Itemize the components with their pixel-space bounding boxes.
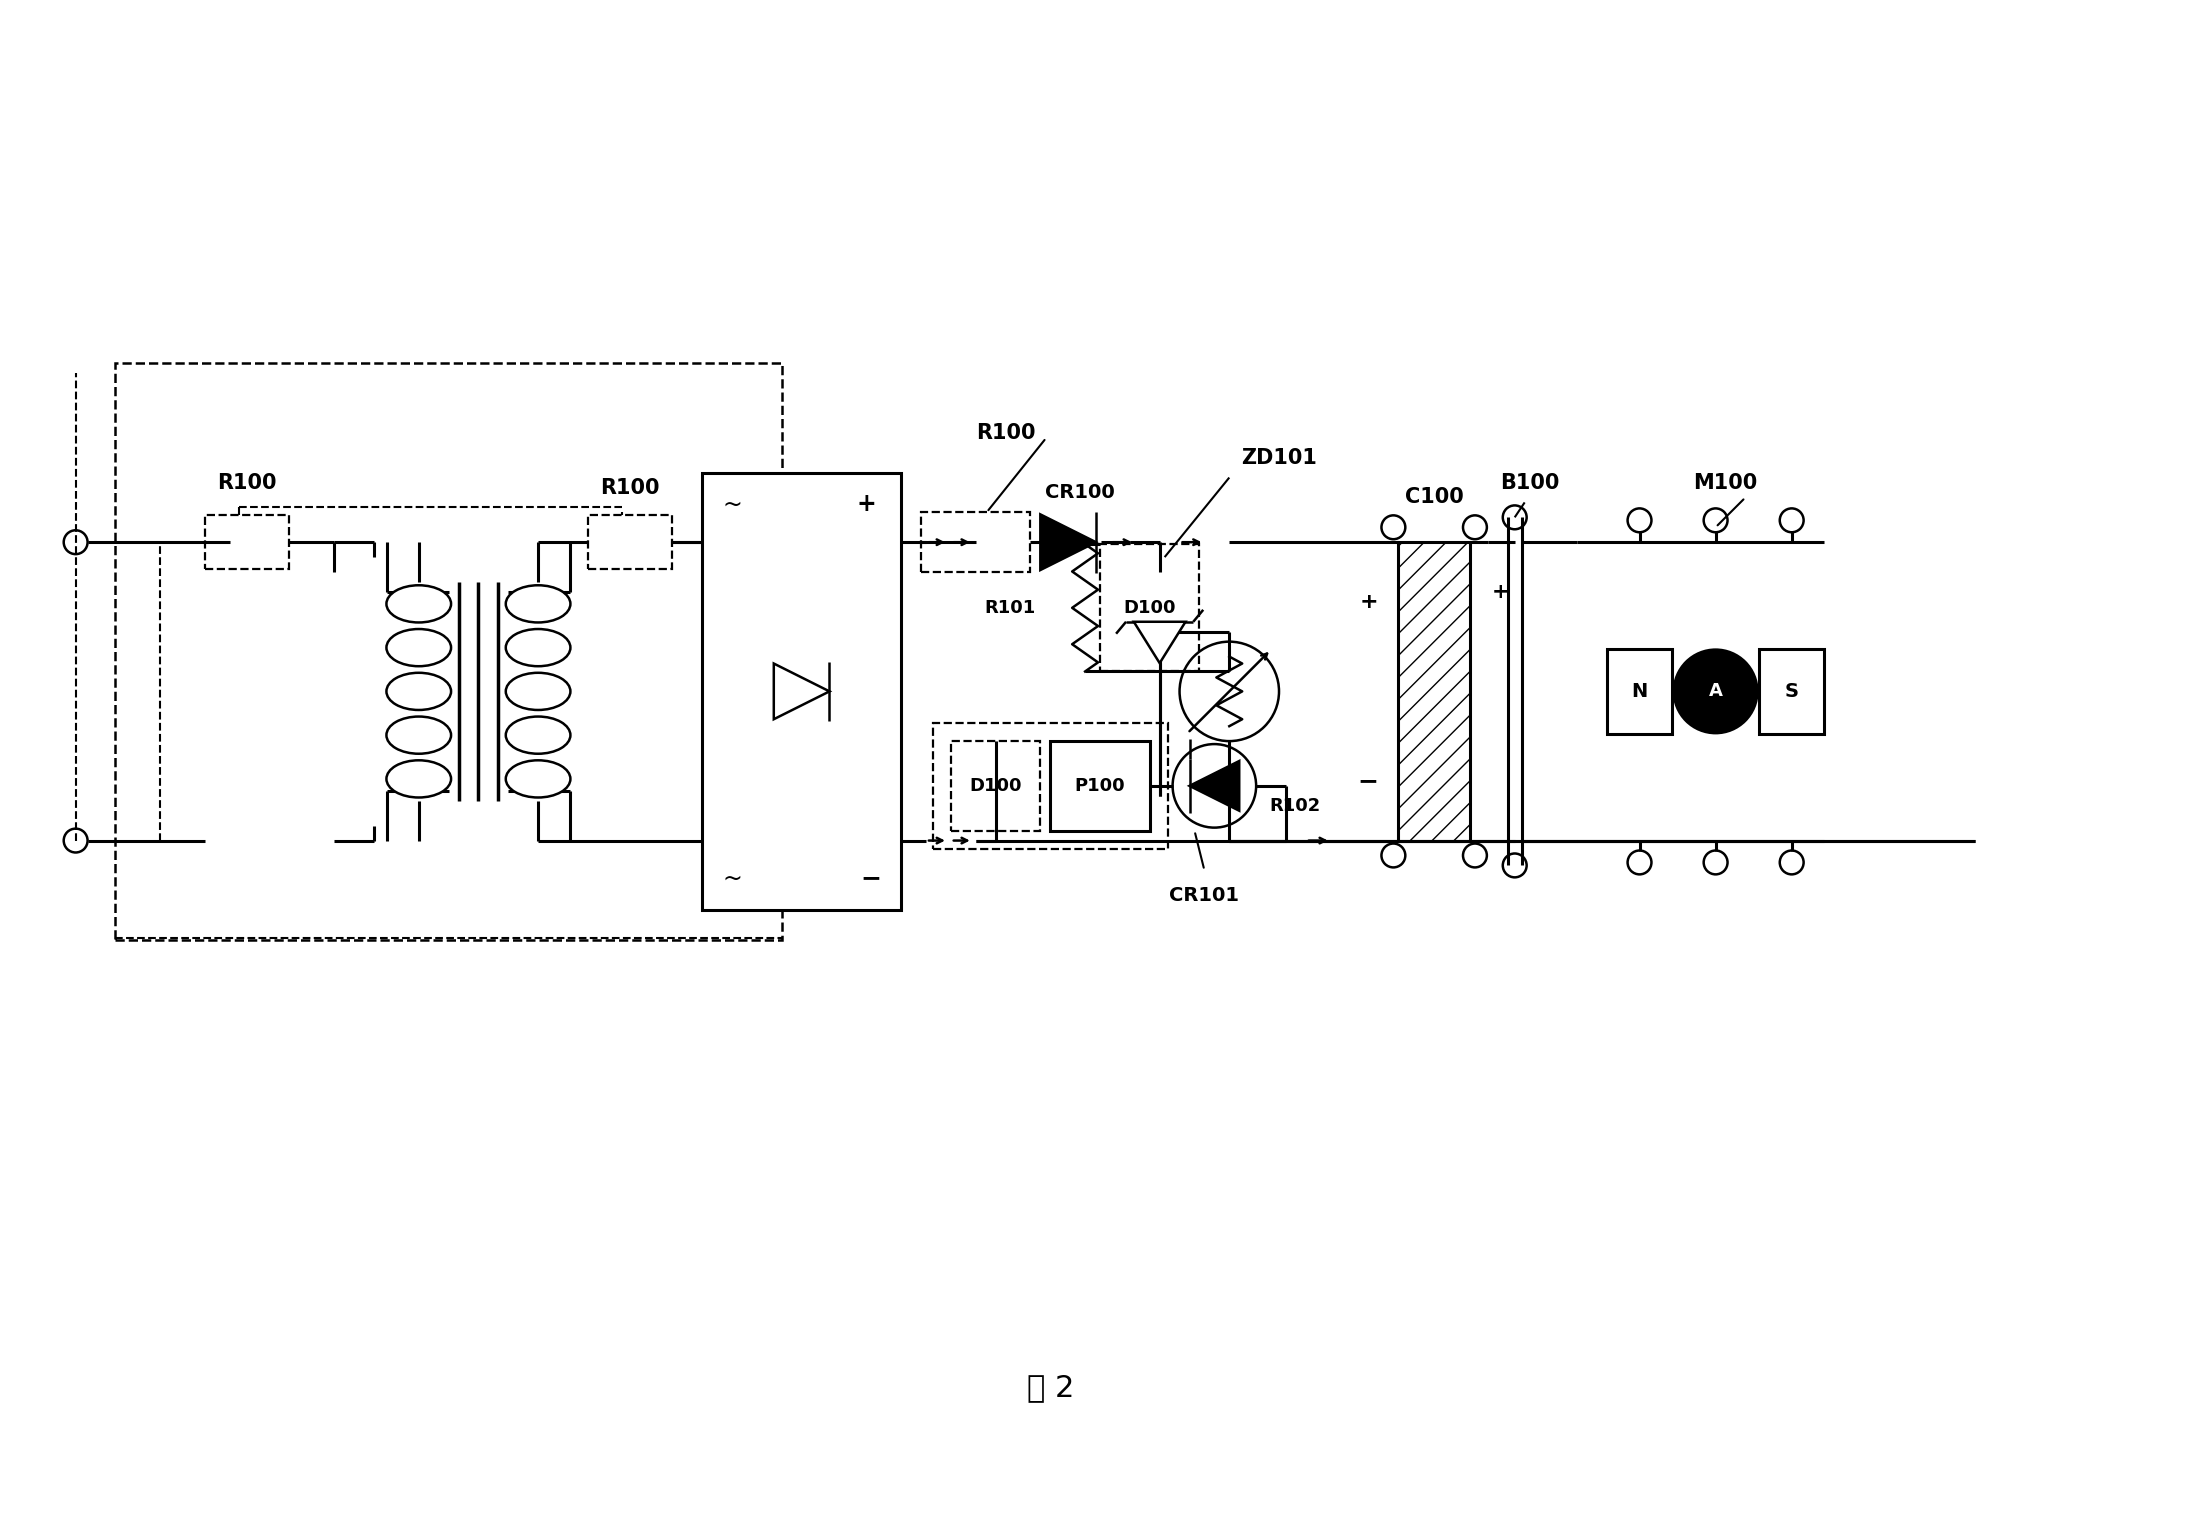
Bar: [1051, 741, 1150, 830]
Text: B100: B100: [1500, 473, 1559, 493]
Text: R101: R101: [985, 599, 1036, 618]
Text: CR101: CR101: [1170, 885, 1240, 905]
Polygon shape: [1040, 514, 1095, 570]
Bar: [932, 722, 1168, 849]
Text: CR100: CR100: [1045, 484, 1115, 502]
Circle shape: [1627, 850, 1651, 875]
Text: ~: ~: [721, 493, 741, 517]
Circle shape: [1172, 744, 1256, 827]
Ellipse shape: [387, 672, 451, 710]
Text: C100: C100: [1405, 487, 1465, 508]
Text: D100: D100: [970, 777, 1023, 795]
Text: +: +: [855, 493, 875, 517]
Circle shape: [1704, 508, 1728, 532]
Circle shape: [1179, 642, 1280, 741]
Text: R100: R100: [218, 473, 277, 493]
Bar: [205, 516, 290, 569]
Circle shape: [1381, 844, 1405, 867]
Text: −: −: [1357, 770, 1379, 792]
Bar: [1759, 649, 1823, 733]
Bar: [701, 473, 902, 910]
Polygon shape: [774, 663, 829, 719]
Text: S: S: [1786, 681, 1799, 701]
Text: D100: D100: [1124, 599, 1176, 618]
Circle shape: [1502, 505, 1526, 529]
Bar: [1399, 541, 1469, 841]
Circle shape: [1779, 850, 1803, 875]
Text: R100: R100: [600, 478, 660, 497]
Circle shape: [1381, 516, 1405, 540]
Ellipse shape: [387, 716, 451, 754]
Circle shape: [1704, 850, 1728, 875]
Ellipse shape: [387, 760, 451, 797]
Text: ~: ~: [721, 867, 741, 890]
Ellipse shape: [506, 586, 570, 622]
Text: −: −: [860, 867, 882, 890]
Text: R102: R102: [1269, 797, 1319, 815]
Bar: [921, 513, 1031, 572]
Text: +: +: [1491, 583, 1509, 602]
Text: M100: M100: [1693, 473, 1757, 493]
Ellipse shape: [387, 586, 451, 622]
Ellipse shape: [506, 672, 570, 710]
Polygon shape: [1190, 760, 1240, 811]
Bar: [587, 516, 673, 569]
Circle shape: [1779, 508, 1803, 532]
Bar: [950, 741, 1040, 830]
Ellipse shape: [506, 630, 570, 666]
Circle shape: [1462, 516, 1487, 540]
Circle shape: [1627, 508, 1651, 532]
Text: R100: R100: [976, 423, 1036, 443]
Ellipse shape: [506, 716, 570, 754]
Bar: [1607, 649, 1671, 733]
Circle shape: [1673, 649, 1757, 733]
Circle shape: [64, 531, 88, 554]
Text: A: A: [1709, 683, 1722, 700]
Circle shape: [1502, 853, 1526, 878]
Bar: [114, 364, 783, 940]
Text: N: N: [1632, 681, 1647, 701]
Text: ZD101: ZD101: [1240, 447, 1317, 467]
Ellipse shape: [387, 630, 451, 666]
Ellipse shape: [506, 760, 570, 797]
Bar: [1100, 545, 1198, 671]
Text: P100: P100: [1075, 777, 1126, 795]
Polygon shape: [1135, 622, 1185, 663]
Circle shape: [64, 829, 88, 852]
Text: +: +: [1359, 592, 1379, 611]
Circle shape: [1462, 844, 1487, 867]
Text: 图 2: 图 2: [1027, 1373, 1073, 1402]
